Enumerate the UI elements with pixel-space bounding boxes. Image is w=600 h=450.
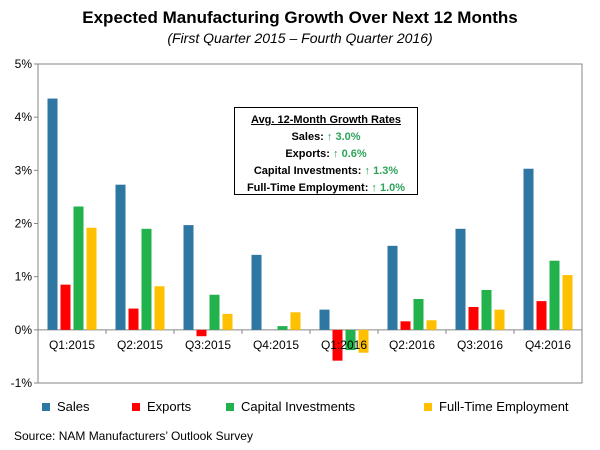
legend-item-exports: Exports <box>132 399 226 414</box>
up-arrow-icon: ↑ <box>364 165 371 177</box>
legend-item-sales: Sales <box>42 399 132 414</box>
x-category-label: Q4:2015 <box>253 338 299 352</box>
bar-capital-investments <box>141 228 152 330</box>
annotation-row-sales: Sales: ↑ 3.0% <box>235 129 417 146</box>
up-arrow-icon: ↑ <box>333 148 339 160</box>
bar-exports <box>468 306 479 330</box>
source-note: Source: NAM Manufacturers’ Outlook Surve… <box>14 429 253 443</box>
bar-exports <box>400 321 411 330</box>
bar-full-time-employment <box>86 227 97 330</box>
bar-full-time-employment <box>358 329 369 353</box>
x-category-label: Q2:2015 <box>117 338 163 352</box>
annotation-value: 1.0% <box>379 182 406 194</box>
bar-sales <box>47 98 58 330</box>
bar-sales <box>455 228 466 330</box>
bar-sales <box>183 225 194 330</box>
bar-capital-investments <box>549 260 560 330</box>
annotation-label: Full-Time Employment: <box>246 182 369 194</box>
y-tick-label: 0% <box>15 323 33 337</box>
x-category-label: Q4:2016 <box>525 338 571 352</box>
bar-sales <box>523 168 534 330</box>
x-category-label: Q1:2015 <box>49 338 95 352</box>
legend-label: Capital Investments <box>241 399 356 414</box>
y-tick-label: -1% <box>11 376 33 390</box>
bar-capital-investments <box>73 206 84 330</box>
legend-item-full-time-employment: Full-Time Employment <box>424 399 569 414</box>
y-tick-label: 2% <box>15 217 33 231</box>
bar-full-time-employment <box>154 286 165 330</box>
y-tick-label: 3% <box>15 163 33 177</box>
bar-capital-investments <box>209 294 220 330</box>
legend-item-capital-investments: Capital Investments <box>226 399 424 414</box>
up-arrow-icon: ↑ <box>371 182 377 194</box>
growth-rates-annotation: Avg. 12-Month Growth Rates Sales: ↑ 3.0%… <box>234 107 418 195</box>
bar-full-time-employment <box>494 309 505 330</box>
annotation-value: 1.3% <box>373 165 399 177</box>
y-tick-label: 1% <box>15 270 33 284</box>
annotation-label: Capital Investments: <box>253 165 362 177</box>
y-tick-label: 5% <box>15 57 33 71</box>
bar-full-time-employment <box>222 313 233 330</box>
x-category-label: Q3:2016 <box>457 338 503 352</box>
legend-swatch-capital-investments <box>226 402 234 411</box>
bar-full-time-employment <box>426 320 437 330</box>
x-category-label: Q2:2016 <box>389 338 435 352</box>
chart-subtitle: (First Quarter 2015 – Fourth Quarter 201… <box>167 30 433 46</box>
up-arrow-icon: ↑ <box>326 131 333 143</box>
annotation-row-exports: Exports: ↑ 0.6% <box>235 146 417 163</box>
y-tick-label: 4% <box>15 110 33 124</box>
bar-exports <box>128 308 139 330</box>
annotation-header: Avg. 12-Month Growth Rates <box>251 114 401 126</box>
bar-sales <box>115 184 126 330</box>
bar-sales <box>251 254 262 330</box>
x-category-label: Q3:2015 <box>185 338 231 352</box>
bar-full-time-employment <box>562 275 573 330</box>
annotation-label: Exports: <box>285 148 330 160</box>
bar-exports <box>60 284 71 330</box>
bar-sales <box>387 245 398 330</box>
bar-capital-investments <box>345 329 356 351</box>
bar-sales <box>319 309 330 330</box>
bar-full-time-employment <box>290 312 301 330</box>
bar-exports <box>536 301 547 330</box>
bar-exports <box>332 329 343 361</box>
legend-swatch-exports <box>132 402 140 411</box>
bar-capital-investments <box>481 289 492 330</box>
bar-exports <box>196 329 207 337</box>
x-category-label: Q1:2016 <box>321 338 367 352</box>
annotation-row-capital-investments: Capital Investments: ↑ 1.3% <box>235 163 417 180</box>
annotation-row-full-time-employment: Full-Time Employment: ↑ 1.0% <box>235 180 417 197</box>
legend-label: Exports <box>147 399 192 414</box>
legend-label: Sales <box>57 399 90 414</box>
bar-capital-investments <box>413 298 424 330</box>
bar-capital-investments <box>277 326 288 330</box>
annotation-label: Sales: <box>291 131 324 143</box>
chart-title: Expected Manufacturing Growth Over Next … <box>82 8 518 27</box>
chart-legend: Sales Exports Capital Investments Full-T… <box>42 399 582 414</box>
annotation-value: 0.6% <box>341 148 367 160</box>
legend-swatch-sales <box>42 402 50 411</box>
annotation-value: 3.0% <box>335 131 361 143</box>
legend-swatch-full-time-employment <box>424 402 432 411</box>
legend-label: Full-Time Employment <box>439 399 569 414</box>
